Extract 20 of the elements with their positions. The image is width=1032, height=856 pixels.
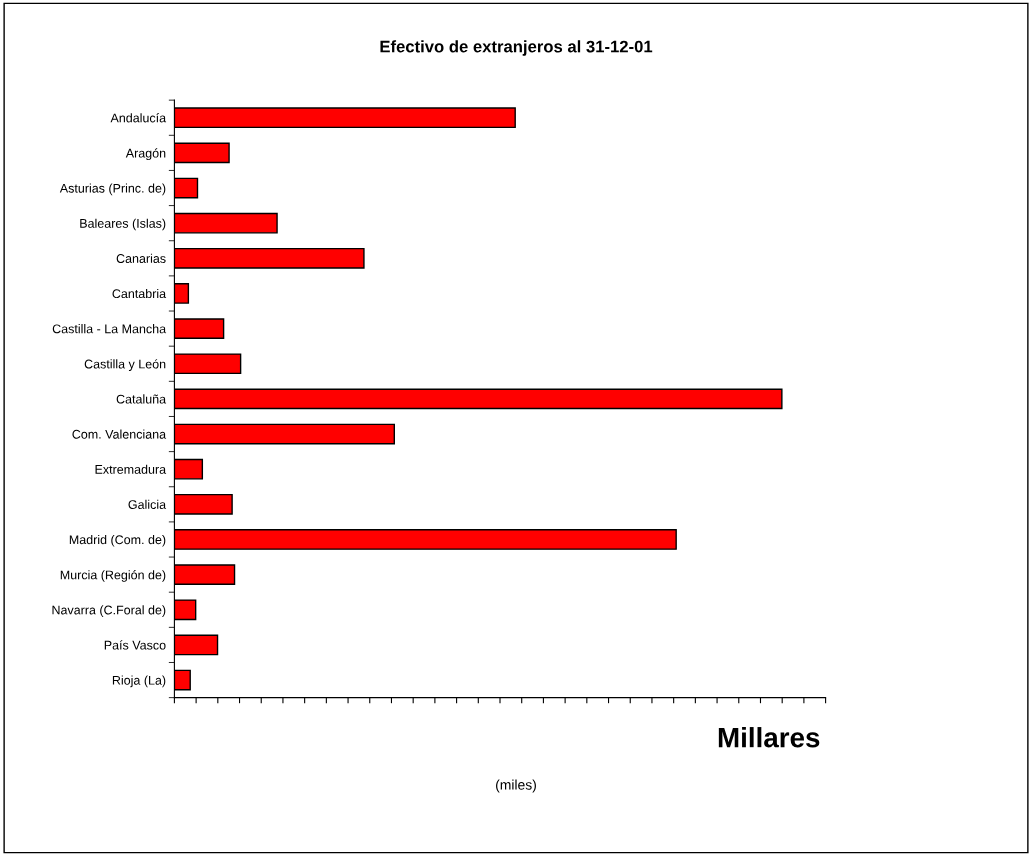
y-tick-label: Cataluña xyxy=(116,394,167,404)
text: Millares xyxy=(718,727,820,748)
text: (miles) xyxy=(496,779,536,793)
y-tick-label: Canarias xyxy=(116,253,166,263)
y-tick-label: Com. Valenciana xyxy=(72,429,167,439)
y-tick-label: Rioja (La) xyxy=(112,675,166,688)
y-tick-label: Navarra (C.Foral de) xyxy=(52,605,166,617)
y-tick-label: Castilla - La Mancha xyxy=(52,324,167,334)
chart-title: Efectivo de extranjeros al 31-12-01 xyxy=(380,40,653,56)
y-tick-label: Andalucía xyxy=(110,113,167,123)
y-tick-label: Madrid (Com. de) xyxy=(69,534,166,547)
y-tick-label: Extremadura xyxy=(95,464,167,474)
y-tick-label: Castilla y León xyxy=(84,359,166,371)
y-tick-label: Galicia xyxy=(128,499,167,509)
y-tick-label: Cantabria xyxy=(112,288,167,299)
y-tick-label: Aragón xyxy=(125,148,166,161)
y-tick-label: Baleares (Islas) xyxy=(80,218,166,231)
y-tick-label: Murcia (Región de) xyxy=(60,570,166,582)
y-tick-label: País Vasco xyxy=(104,640,166,650)
y-tick-label: Asturias (Princ. de) xyxy=(59,183,166,196)
